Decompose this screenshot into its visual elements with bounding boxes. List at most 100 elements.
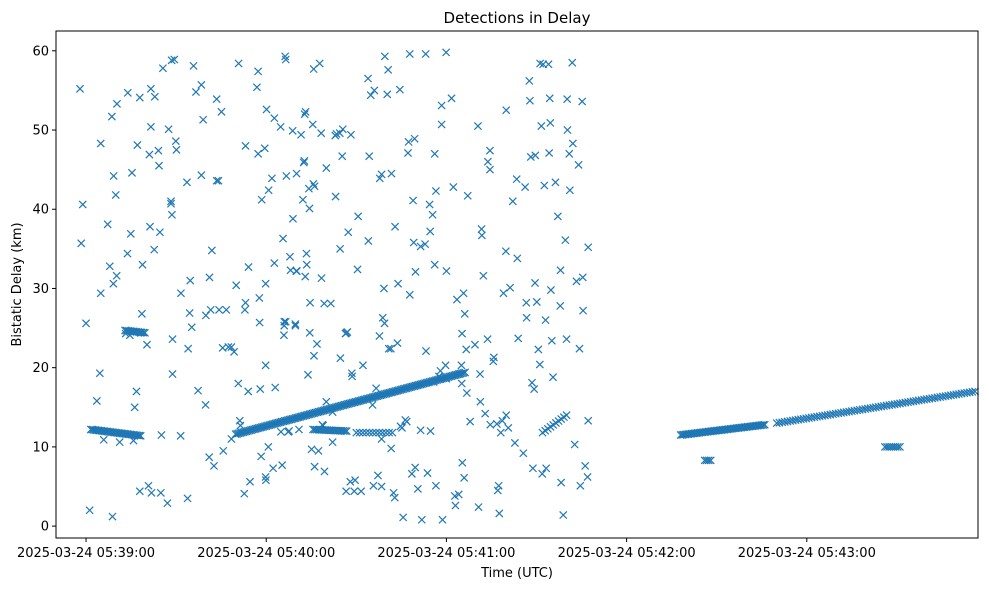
data-point [568, 58, 577, 67]
data-point [377, 482, 386, 491]
data-point [256, 423, 265, 432]
data-point [92, 396, 101, 405]
data-point [269, 464, 278, 473]
data-point [261, 472, 270, 482]
data-point [579, 306, 588, 315]
data-point [206, 305, 215, 314]
data-point [365, 394, 374, 403]
data-point [583, 472, 592, 482]
data-point [271, 419, 280, 428]
data-point [217, 107, 226, 116]
data-point [372, 384, 381, 393]
data-point [312, 339, 322, 348]
data-point [391, 222, 400, 231]
data-point [396, 385, 405, 394]
data-point [360, 395, 369, 404]
data-point [416, 380, 425, 389]
data-point [454, 490, 463, 499]
data-point [227, 434, 236, 444]
data-point [314, 446, 323, 455]
x-tick-label: 2025-03-24 05:40:00 [197, 546, 335, 561]
data-point [397, 385, 406, 394]
data-point [300, 156, 309, 165]
data-point [308, 120, 317, 129]
data-point [449, 183, 458, 192]
data-point [339, 426, 348, 435]
data-point [485, 165, 494, 174]
data-point [404, 137, 413, 146]
data-point [234, 429, 243, 438]
data-point [474, 503, 483, 512]
data-point [384, 389, 393, 398]
data-point [105, 262, 114, 271]
data-point [421, 347, 431, 356]
data-point [215, 305, 224, 314]
data-point [430, 149, 439, 158]
data-point [553, 212, 562, 221]
data-point [492, 419, 501, 428]
data-point [270, 419, 279, 428]
data-point [259, 422, 268, 431]
data-point [447, 94, 456, 103]
data-point [96, 139, 105, 148]
data-point [437, 101, 446, 110]
data-point [201, 400, 210, 409]
data-point [176, 289, 185, 298]
data-point [115, 438, 124, 447]
data-point [530, 278, 540, 287]
data-point [251, 424, 260, 433]
data-point [299, 411, 308, 421]
data-point [183, 494, 192, 503]
data-point [380, 389, 389, 399]
data-point [276, 122, 285, 131]
data-point [453, 370, 462, 379]
data-point [109, 171, 118, 180]
data-point [299, 158, 308, 167]
data-point [254, 423, 263, 433]
data-point [125, 331, 134, 340]
data-point [302, 249, 311, 258]
data-point [352, 428, 361, 437]
data-point [336, 401, 345, 411]
data-point [366, 91, 375, 100]
data-point [353, 265, 362, 274]
data-point [308, 409, 317, 418]
data-point [283, 416, 292, 425]
data-point [534, 345, 543, 354]
data-point [112, 99, 121, 108]
data-point [519, 449, 528, 458]
data-point [264, 186, 273, 195]
data-point [410, 134, 419, 143]
data-point [525, 76, 534, 85]
data-point [578, 273, 587, 282]
data-point [459, 289, 468, 298]
data-point [390, 387, 399, 396]
data-point [167, 199, 176, 208]
data-point [146, 122, 155, 131]
data-point [309, 351, 319, 360]
data-point [400, 384, 410, 393]
data-point [246, 426, 256, 435]
data-point [278, 461, 287, 470]
data-point [374, 391, 383, 400]
data-point [386, 344, 395, 353]
data-point [413, 381, 422, 390]
data-point [187, 323, 196, 332]
data-point [343, 328, 352, 337]
data-point [139, 328, 148, 337]
data-point [302, 260, 311, 269]
data-point [496, 428, 505, 437]
data-point [402, 384, 411, 393]
data-point [252, 83, 261, 92]
data-point [317, 274, 326, 283]
data-point [340, 400, 349, 409]
data-point [457, 361, 466, 370]
data-point [568, 139, 577, 148]
data-point [319, 406, 328, 415]
data-point [581, 461, 590, 470]
data-point [408, 382, 417, 391]
data-point [248, 425, 257, 434]
data-point [230, 347, 239, 356]
data-point [535, 360, 544, 369]
data-point [473, 122, 482, 131]
